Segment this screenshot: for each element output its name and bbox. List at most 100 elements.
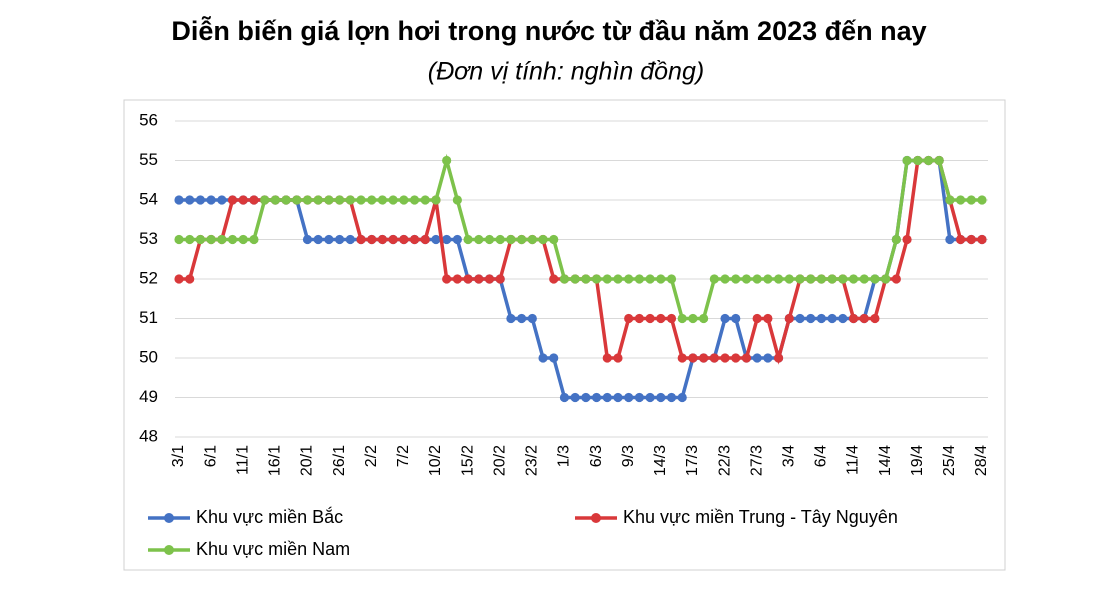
x-tick-label: 1/3 — [556, 445, 573, 467]
data-point — [731, 274, 741, 284]
data-point — [859, 274, 869, 284]
data-point — [559, 392, 570, 403]
data-point — [260, 195, 270, 205]
x-tick-label: 10/2 — [427, 445, 444, 476]
data-point — [506, 234, 516, 245]
data-point — [302, 234, 313, 245]
data-point — [174, 195, 184, 205]
data-point — [238, 234, 248, 245]
data-point — [495, 274, 505, 284]
y-tick-label: 52 — [139, 268, 158, 287]
data-point — [452, 234, 462, 245]
data-point — [666, 313, 677, 324]
data-point — [720, 313, 730, 324]
data-point — [891, 234, 901, 245]
y-tick-label: 56 — [139, 110, 158, 129]
data-point — [527, 313, 537, 324]
data-point — [409, 195, 420, 205]
data-point — [174, 234, 184, 245]
y-tick-label: 48 — [139, 426, 158, 445]
data-point — [431, 234, 441, 245]
data-point — [656, 392, 666, 403]
data-point — [195, 195, 206, 205]
x-tick-label: 20/2 — [491, 445, 508, 476]
data-point — [559, 274, 570, 284]
data-point — [538, 234, 548, 245]
data-point — [902, 155, 912, 166]
data-point — [699, 313, 709, 324]
data-point — [688, 313, 698, 324]
chart-frame — [123, 99, 1006, 571]
data-point — [656, 274, 666, 284]
data-point — [517, 313, 527, 324]
data-point — [570, 392, 580, 403]
data-point — [645, 274, 655, 284]
data-point — [270, 195, 280, 205]
data-point — [752, 353, 762, 363]
data-point — [699, 353, 709, 363]
legend-marker — [164, 513, 174, 523]
y-tick-label: 50 — [139, 347, 158, 366]
data-point — [206, 195, 216, 205]
x-tick-label: 14/4 — [877, 445, 894, 476]
data-point — [388, 234, 398, 245]
data-point — [313, 234, 323, 245]
x-tick-label: 20/1 — [299, 445, 316, 476]
data-point — [345, 195, 355, 205]
data-point — [442, 274, 452, 284]
data-point — [399, 195, 409, 205]
data-point — [581, 274, 591, 284]
x-tick-label: 11/1 — [234, 445, 251, 475]
data-point — [570, 274, 580, 284]
data-point — [634, 274, 644, 284]
data-point — [377, 234, 388, 245]
data-point — [720, 274, 730, 284]
data-point — [977, 195, 987, 205]
data-point — [217, 234, 227, 245]
data-point — [463, 234, 473, 245]
x-tick-label: 9/3 — [620, 445, 637, 467]
data-point — [677, 313, 687, 324]
data-point — [185, 195, 195, 205]
data-point — [356, 234, 366, 245]
x-tick-label: 6/4 — [813, 445, 830, 467]
data-point — [955, 234, 966, 245]
x-tick-label: 19/4 — [909, 445, 926, 476]
data-point — [452, 195, 462, 205]
legend-marker — [164, 545, 174, 555]
x-tick-label: 3/1 — [170, 445, 187, 467]
data-point — [752, 313, 762, 324]
data-point — [602, 353, 612, 363]
data-point — [442, 234, 452, 245]
data-point — [185, 274, 195, 284]
data-point — [763, 274, 773, 284]
series-line — [179, 158, 982, 365]
data-point — [388, 195, 398, 205]
data-point — [763, 313, 773, 324]
data-point — [174, 274, 184, 284]
data-point — [795, 313, 805, 324]
data-point — [452, 274, 462, 284]
legend-label: Khu vực miền Bắc — [196, 506, 343, 527]
data-point — [217, 195, 227, 205]
data-point — [666, 392, 677, 403]
data-point — [474, 274, 484, 284]
data-point — [324, 234, 334, 245]
data-point — [431, 195, 441, 205]
data-point — [945, 195, 955, 205]
data-point — [741, 274, 752, 284]
data-point — [591, 392, 602, 403]
x-tick-label: 3/4 — [780, 445, 797, 467]
data-point — [634, 392, 644, 403]
data-point — [923, 155, 934, 166]
data-point — [302, 195, 313, 205]
data-point — [955, 195, 966, 205]
data-point — [484, 234, 495, 245]
x-tick-label: 6/1 — [202, 445, 219, 467]
y-tick-label: 55 — [139, 150, 158, 169]
data-point — [484, 274, 495, 284]
data-point — [709, 353, 719, 363]
data-point — [549, 274, 559, 284]
x-tick-label: 16/1 — [267, 445, 284, 476]
